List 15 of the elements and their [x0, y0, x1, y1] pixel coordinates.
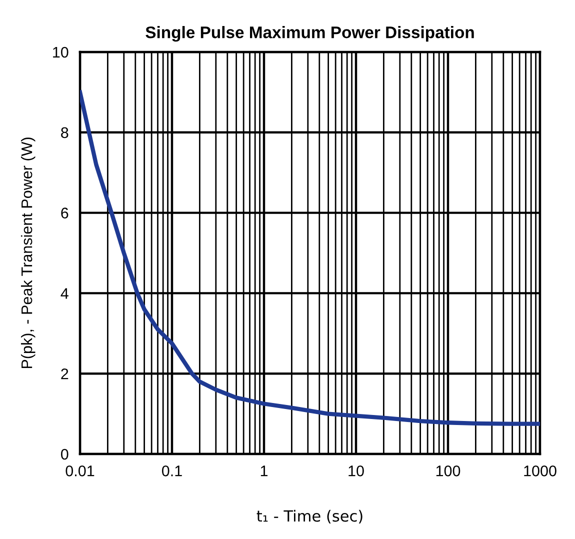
- x-tick-label: 10: [348, 466, 364, 476]
- y-tick-label: 10: [53, 46, 68, 58]
- x-tick-label: 1: [260, 466, 268, 476]
- x-axis-title: t₁ - Time (sec): [256, 510, 362, 524]
- x-tick-label: 0.01: [66, 466, 94, 476]
- x-tick-label: 0.1: [162, 466, 182, 476]
- y-axis-title: P(pk), - Peak Transient Power (W): [20, 138, 36, 368]
- y-tick-label: 6: [61, 208, 68, 218]
- y-tick-label: 2: [61, 368, 68, 380]
- x-tick-label: 100: [436, 466, 460, 476]
- y-tick-label: 4: [60, 288, 68, 299]
- chart-title: Single Pulse Maximum Power Dissipation: [146, 26, 474, 42]
- y-tick-label: 8: [61, 127, 68, 138]
- x-tick-label: 1000: [524, 466, 556, 476]
- y-tick-label: 0: [60, 448, 68, 460]
